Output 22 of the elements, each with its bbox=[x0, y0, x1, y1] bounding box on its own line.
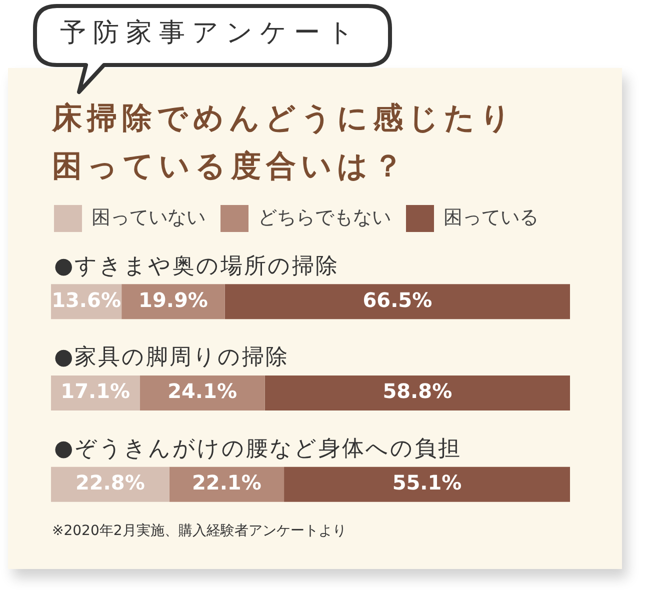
y-tick-label: ●すきまや奥の場所の掃除 bbox=[54, 254, 340, 279]
data-label: 19.9% bbox=[138, 288, 208, 312]
bar bbox=[224, 284, 570, 320]
bar bbox=[264, 376, 570, 410]
chart-title: 床掃除でめんどうに感じたり困っている度合いは？ bbox=[52, 100, 517, 186]
data-label: 22.8% bbox=[75, 470, 145, 495]
data-label: 66.5% bbox=[362, 288, 432, 312]
data-label: 17.1% bbox=[60, 379, 130, 404]
data-label: 13.6% bbox=[52, 288, 121, 312]
data-label: 22.1% bbox=[192, 470, 262, 495]
legend-label: 困っている bbox=[444, 206, 538, 228]
text: ※2020年2月実施、購入経験者アンケートより bbox=[52, 522, 346, 540]
bar bbox=[284, 466, 570, 502]
bar bbox=[140, 376, 265, 410]
data-label: 55.1% bbox=[392, 470, 462, 495]
legend-label: どちらでもない bbox=[258, 206, 391, 228]
y-tick-label: ●ぞうきんがけの腰など身体への負担 bbox=[54, 436, 462, 462]
legend-label: 困っていない bbox=[92, 206, 206, 228]
y-tick-label: ●家具の脚周りの掃除 bbox=[54, 345, 290, 370]
data-label: 24.1% bbox=[168, 379, 237, 404]
chart-subtitle: 予防家事アンケート bbox=[60, 18, 361, 48]
data-label: 58.8% bbox=[382, 379, 452, 404]
